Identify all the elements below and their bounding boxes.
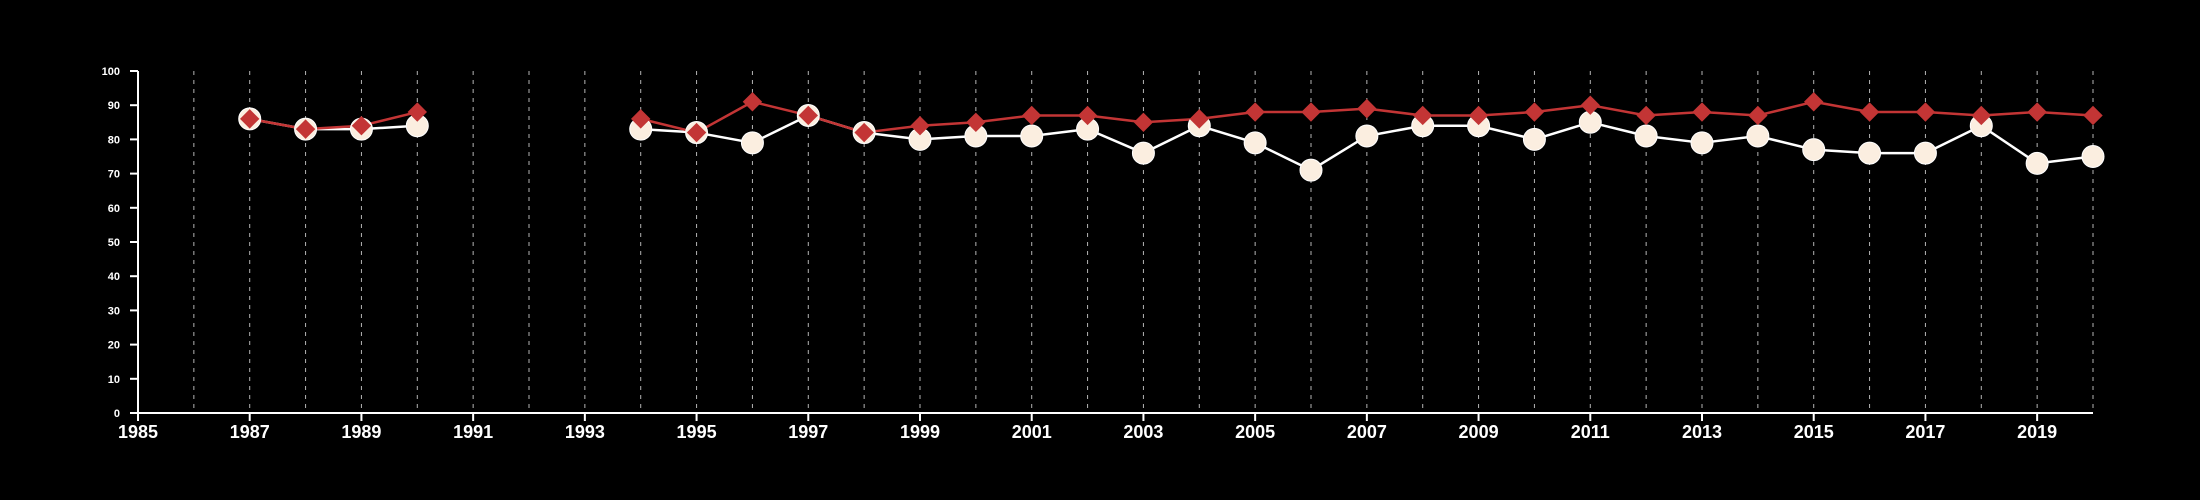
- series-1-point: [1746, 124, 1770, 148]
- series-1-point: [1522, 127, 1546, 151]
- series-2-point: [798, 105, 818, 126]
- y-tick-label: 70: [108, 169, 120, 181]
- series-2-point: [1748, 105, 1768, 126]
- y-tick-label: 60: [108, 203, 120, 215]
- x-tick-label: 1999: [900, 422, 940, 442]
- x-tick-label: 2017: [1905, 422, 1945, 442]
- series-2-point: [2083, 105, 2103, 126]
- y-tick-label: 30: [108, 305, 120, 317]
- series-2-segment-1-line: [248, 110, 419, 131]
- x-tick-label: 2001: [1012, 422, 1052, 442]
- series-2-point: [1859, 102, 1880, 122]
- series-1-point: [1131, 141, 1155, 165]
- x-tick-label: 2005: [1235, 422, 1275, 442]
- y-tick-label: 20: [108, 340, 120, 352]
- x-tick-label: 2019: [2017, 422, 2057, 442]
- x-tick-label: 2003: [1123, 422, 1163, 442]
- series-2-point: [1915, 102, 1936, 122]
- series-2-point: [1301, 102, 1321, 122]
- series-2-point: [966, 112, 986, 133]
- series-2-point: [1468, 105, 1489, 126]
- series-2-point: [1245, 102, 1265, 122]
- x-tick-label: 1997: [788, 422, 828, 442]
- series-2-point: [742, 92, 763, 112]
- x-tick-label: 1995: [677, 422, 717, 442]
- x-tick-label: 2015: [1794, 422, 1834, 442]
- series-2-point: [1022, 105, 1042, 126]
- series-2-point: [854, 122, 874, 143]
- x-tick-label: 2009: [1459, 422, 1499, 442]
- axis-layer: [130, 70, 2093, 421]
- series-2-point: [2027, 102, 2047, 122]
- y-tick-label: 80: [108, 134, 120, 146]
- y-tick-label: 50: [108, 237, 120, 249]
- x-tick-label: 1985: [118, 422, 158, 442]
- series-1-point: [1690, 131, 1714, 155]
- series-2-point: [1413, 105, 1433, 126]
- series-2-point: [1524, 102, 1545, 122]
- x-tick-label: 1991: [453, 422, 493, 442]
- y-tick-label: 100: [102, 66, 120, 78]
- series-1-point: [740, 131, 764, 155]
- series-2-point: [1357, 98, 1377, 119]
- series-layer: [238, 92, 2105, 182]
- label-layer: 0 10 20 30 40 50 60 70 80 90 100 1985 1987 1989 1991 19…: [102, 66, 2058, 442]
- series-2-point: [1636, 105, 1656, 126]
- y-tick-label: 40: [108, 271, 120, 283]
- series-2-point: [1189, 109, 1209, 129]
- series-2-point: [631, 109, 651, 129]
- series-2-point: [910, 116, 930, 136]
- series-1-point: [1913, 141, 1937, 165]
- series-1-point: [1802, 138, 1826, 162]
- series-2-point: [1971, 105, 1991, 126]
- x-tick-label: 1987: [230, 422, 270, 442]
- series-2-point: [1804, 92, 1824, 112]
- series-2-point: [1077, 105, 1098, 126]
- series-1-point: [1243, 131, 1267, 155]
- x-tick-label: 2011: [1571, 422, 1610, 442]
- y-tick-label: 90: [108, 100, 120, 112]
- series-2-point: [240, 109, 260, 129]
- series-1-point: [1355, 124, 1379, 148]
- series-1-point: [2025, 151, 2049, 175]
- x-tick-label: 2013: [1682, 422, 1722, 442]
- x-tick-label: 1989: [341, 422, 381, 442]
- series-1-point: [1299, 158, 1323, 182]
- series-1-point: [1858, 141, 1882, 165]
- series-1-point: [1634, 124, 1658, 148]
- series-1-point: [1020, 124, 1044, 148]
- x-tick-label: 1993: [565, 422, 605, 442]
- series-2-point: [351, 116, 372, 136]
- series-2-point: [686, 122, 707, 143]
- series-2-point: [1580, 95, 1600, 115]
- series-1-point: [2081, 145, 2105, 168]
- x-tick-label: 2007: [1347, 422, 1387, 442]
- series-2-point: [1692, 102, 1712, 122]
- y-tick-label: 10: [108, 374, 120, 386]
- series-2-point: [407, 102, 427, 122]
- series-2-point: [295, 119, 316, 139]
- series-2-point: [1133, 112, 1154, 133]
- y-tick-label: 0: [114, 408, 120, 420]
